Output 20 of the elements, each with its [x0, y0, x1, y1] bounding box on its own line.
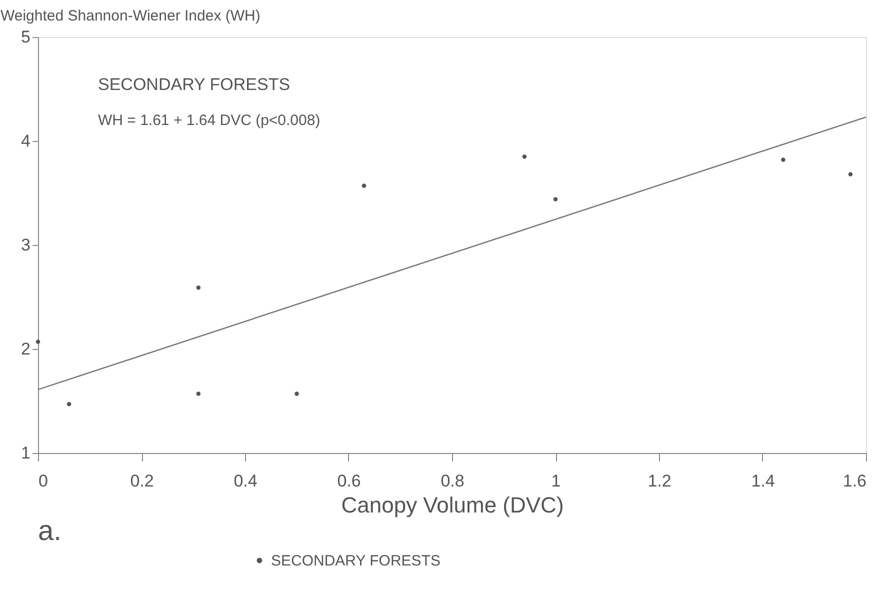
y-axis-title: Weighted Shannon-Wiener Index (WH)	[0, 8, 260, 24]
x-tick-label: 0.8	[440, 472, 464, 490]
legend-label: SECONDARY FORESTS	[271, 552, 440, 570]
x-tick-label: 0.6	[337, 472, 361, 490]
y-tick-label: 3	[21, 236, 30, 254]
x-tick-label: 0.4	[234, 472, 258, 490]
y-tick-label: 5	[21, 28, 30, 46]
text: a.	[38, 515, 62, 546]
x-tick-label: 1	[551, 472, 561, 490]
annotation: WH = 1.61 + 1.64 DVC (p<0.008)	[98, 112, 320, 129]
x-tick-label: 1.2	[648, 472, 672, 490]
y-tick-label: 1	[21, 444, 30, 462]
x-tick-label: 1.6	[842, 472, 866, 490]
x-tick-label: 0.2	[130, 472, 154, 490]
y-tick-label: 2	[21, 340, 30, 358]
y-tick-label: 4	[21, 132, 30, 150]
x-tick-label: 1.4	[751, 472, 775, 490]
x-tick-label: 0	[38, 472, 48, 490]
annotation: SECONDARY FORESTS	[98, 75, 290, 94]
x-axis-title: Canopy Volume (DVC)	[341, 492, 564, 518]
